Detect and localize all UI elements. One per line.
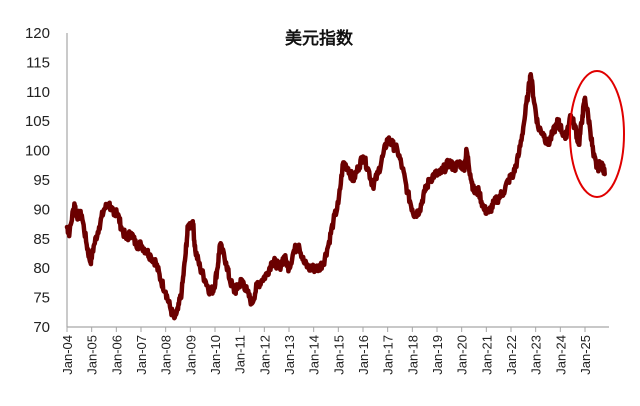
x-tick-label: Jan-07 [134, 335, 149, 375]
x-axis: Jan-04 Jan-05 Jan-06 Jan-07 Jan-08 Jan-09 Jan-… [60, 326, 609, 375]
y-tick-label: 90 [33, 201, 50, 218]
dollar-index-line [64, 71, 607, 321]
x-tick-label: Jan-19 [430, 335, 445, 375]
x-tick-label: Jan-23 [529, 335, 544, 375]
x-tick-label: Jan-13 [282, 335, 297, 375]
x-tick-label: Jan-18 [405, 335, 420, 375]
x-tick-label: Jan-22 [504, 335, 519, 375]
x-tick-label: Jan-05 [85, 335, 100, 375]
y-tick-label: 85 [33, 231, 50, 248]
x-tick-label: Jan-15 [331, 335, 346, 375]
y-tick-label: 100 [25, 143, 50, 160]
plot-area [64, 71, 607, 321]
x-tick-label: Jan-21 [479, 335, 494, 375]
y-tick-label: 80 [33, 260, 50, 277]
x-tick-label: Jan-24 [553, 335, 568, 375]
y-axis: 70 75 80 85 90 95 100 105 110 115 120 [25, 25, 68, 336]
x-tick-label: Jan-14 [307, 335, 322, 375]
x-tick-label: Jan-25 [578, 335, 593, 375]
x-tick-label: Jan-06 [109, 335, 124, 375]
y-tick-label: 70 [33, 319, 50, 336]
y-tick-label: 120 [25, 25, 50, 42]
y-tick-label: 110 [26, 84, 50, 101]
y-tick-label: 115 [26, 54, 50, 71]
x-tick-label: Jan-16 [356, 335, 371, 375]
highlight-ellipse [569, 70, 625, 198]
x-tick-label: Jan-11 [233, 335, 248, 374]
y-tick-label: 75 [33, 290, 50, 307]
x-tick-label: Jan-12 [257, 335, 272, 375]
x-tick-label: Jan-04 [60, 335, 75, 375]
x-tick-label: Jan-20 [455, 335, 470, 375]
y-tick-label: 95 [33, 172, 50, 189]
chart-title: 美元指数 [285, 28, 354, 49]
x-tick-label: Jan-08 [159, 335, 174, 375]
x-tick-label: Jan-17 [381, 335, 396, 375]
x-tick-label: Jan-09 [183, 335, 198, 375]
x-tick-label: Jan-10 [208, 335, 223, 375]
y-tick-label: 105 [25, 113, 50, 130]
